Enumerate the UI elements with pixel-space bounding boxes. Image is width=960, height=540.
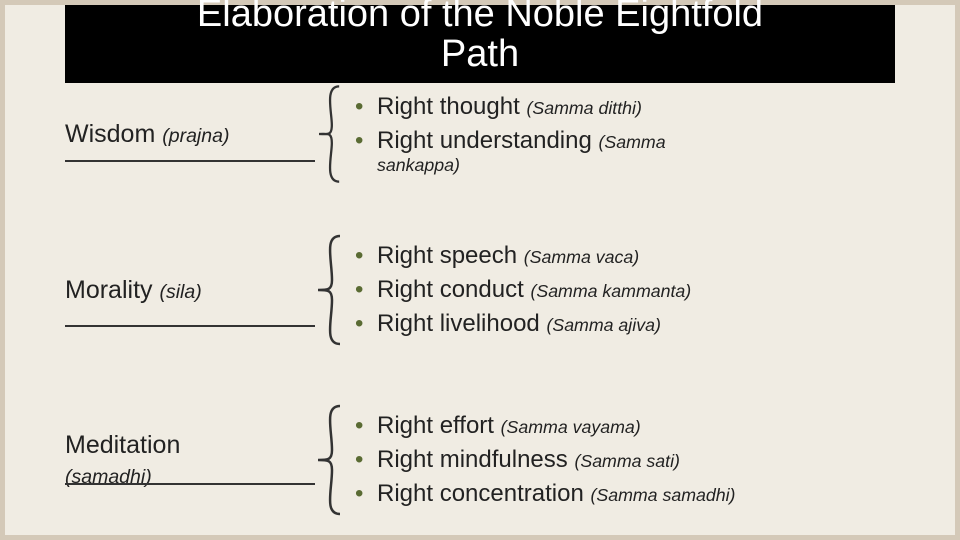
item-text: Right thought bbox=[377, 93, 520, 120]
item-text: Right mindfulness bbox=[377, 446, 568, 473]
group-label-text: Wisdom bbox=[65, 120, 155, 148]
bullet-icon: • bbox=[355, 241, 377, 271]
item-text: Right effort bbox=[377, 412, 494, 439]
list-item: •Right concentration (Samma samadhi) bbox=[355, 477, 955, 511]
item-text: Right conduct bbox=[377, 276, 524, 303]
brace-icon bbox=[305, 400, 355, 520]
item-pali: (Samma bbox=[599, 132, 666, 152]
group-label-text: Morality bbox=[65, 276, 153, 304]
brace-path bbox=[319, 86, 339, 181]
item-text: Right livelihood bbox=[377, 310, 540, 337]
group-items-meditation: •Right effort (Samma vayama) •Right mind… bbox=[355, 409, 955, 511]
bullet-icon: • bbox=[355, 411, 377, 441]
group-underline bbox=[65, 325, 315, 327]
item-text: Right concentration bbox=[377, 480, 584, 507]
bullet-icon: • bbox=[355, 126, 377, 156]
group-label-pali: (prajna) bbox=[162, 125, 229, 147]
group-items-morality: •Right speech (Samma vaca) •Right conduc… bbox=[355, 239, 955, 341]
item-text: Right understanding bbox=[377, 127, 592, 154]
brace-icon bbox=[305, 79, 355, 189]
page-title-text: Elaboration of the Noble Eightfold Path bbox=[197, 0, 763, 75]
item-pali: (Samma ajiva) bbox=[546, 315, 660, 335]
list-item: •Right speech (Samma vaca) bbox=[355, 239, 955, 273]
group-wisdom: Wisdom (prajna) •Right thought (Samma di… bbox=[5, 79, 955, 189]
group-items-wisdom: •Right thought (Samma ditthi) •Right und… bbox=[355, 90, 955, 178]
bullet-icon: • bbox=[355, 92, 377, 122]
item-pali: (Samma ditthi) bbox=[526, 98, 641, 118]
group-label-pali: (sila) bbox=[159, 281, 201, 303]
group-underline bbox=[65, 483, 315, 485]
brace-icon bbox=[305, 230, 355, 350]
list-item: •Right conduct (Samma kammanta) bbox=[355, 273, 955, 307]
item-pali: (Samma kammanta) bbox=[530, 281, 691, 301]
bullet-icon: • bbox=[355, 275, 377, 305]
brace-path bbox=[318, 406, 340, 514]
group-morality: Morality (sila) •Right speech (Samma vac… bbox=[5, 225, 955, 355]
list-item: •Right effort (Samma vayama) bbox=[355, 409, 955, 443]
list-item: •Right understanding (Samma sankappa) bbox=[355, 124, 955, 178]
list-item: •Right livelihood (Samma ajiva) bbox=[355, 307, 955, 341]
list-item: •Right mindfulness (Samma sati) bbox=[355, 443, 955, 477]
brace-path bbox=[318, 236, 340, 344]
group-label-text: Meditation bbox=[65, 431, 180, 459]
group-label-wisdom: Wisdom (prajna) bbox=[5, 119, 305, 149]
list-item: •Right thought (Samma ditthi) bbox=[355, 90, 955, 124]
bullet-icon: • bbox=[355, 309, 377, 339]
group-label-meditation: Meditation (samadhi) bbox=[5, 430, 305, 490]
item-pali: (Samma vaca) bbox=[524, 247, 639, 267]
item-pali: (Samma samadhi) bbox=[590, 485, 735, 505]
group-meditation: Meditation (samadhi) •Right effort (Samm… bbox=[5, 395, 955, 525]
page-title: Elaboration of the Noble Eightfold Path bbox=[65, 5, 895, 83]
group-label-morality: Morality (sila) bbox=[5, 275, 305, 305]
item-text: Right speech bbox=[377, 242, 517, 269]
bullet-icon: • bbox=[355, 445, 377, 475]
item-pali-cont: sankappa) bbox=[377, 156, 955, 176]
group-underline bbox=[65, 160, 315, 162]
item-pali: (Samma sati) bbox=[574, 451, 680, 471]
bullet-icon: • bbox=[355, 479, 377, 509]
item-pali: (Samma vayama) bbox=[501, 417, 641, 437]
